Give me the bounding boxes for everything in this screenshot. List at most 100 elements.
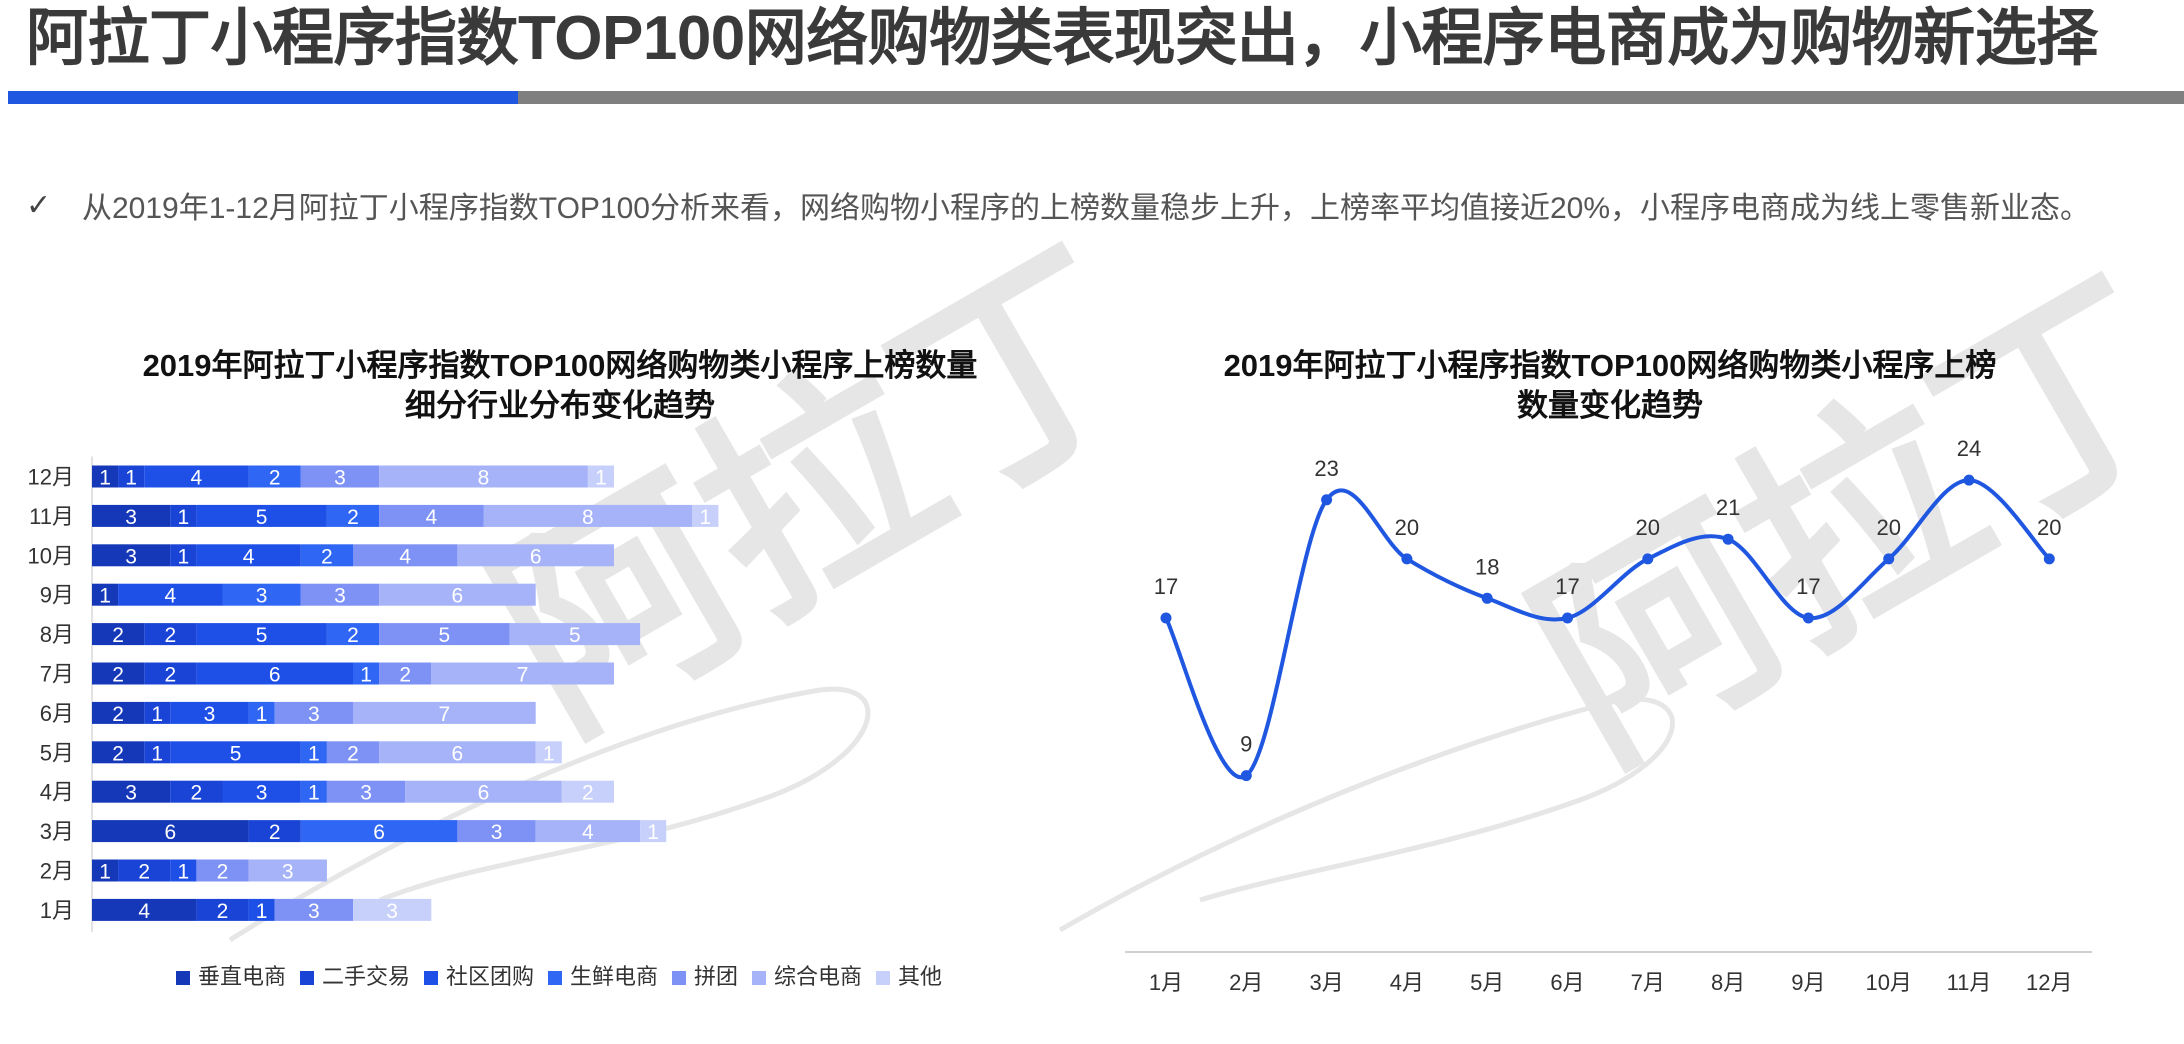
bar-segment: [196, 898, 249, 921]
line-chart-x-tick-label: 7月: [1631, 970, 1665, 995]
bar-data-label: 3: [256, 782, 268, 805]
legend-swatch: [752, 971, 766, 985]
bar-segment: [118, 859, 171, 882]
bar-data-label: 2: [347, 624, 359, 647]
bar-data-label: 3: [282, 861, 294, 884]
bar-data-label: 5: [256, 624, 268, 647]
bar-segment: [222, 583, 301, 606]
bar-data-label: 1: [151, 703, 163, 726]
bar-segment: [196, 504, 327, 527]
bar-segment: [300, 780, 327, 803]
bar-segment: [326, 504, 380, 527]
line-data-label: 23: [1314, 456, 1338, 481]
bar-data-label: 1: [595, 467, 607, 490]
line-data-label: 21: [1716, 495, 1740, 520]
bar-data-label: 4: [243, 545, 255, 568]
bar-segment: [92, 780, 171, 803]
bar-segment: [379, 583, 536, 606]
line-series-path: [1164, 478, 2051, 780]
bar-data-label: 3: [308, 900, 320, 923]
bar-segment: [92, 465, 119, 488]
bar-data-label: 1: [99, 861, 111, 884]
bar-data-label: 4: [399, 545, 411, 568]
bar-chart-category-label: 4月: [40, 780, 74, 805]
line-point: [1240, 770, 1252, 782]
watermark-swoosh-left: [228, 686, 871, 943]
line-chart-title: 2019年阿拉丁小程序指数TOP100网络购物类小程序上榜 数量变化趋势: [1110, 346, 2110, 426]
line-point: [1883, 553, 1895, 565]
bar-data-label: 1: [308, 742, 320, 765]
bar-data-label: 5: [569, 624, 581, 647]
bar-segment: [457, 820, 536, 843]
bar-data-label: 1: [647, 821, 659, 844]
bar-segment: [300, 820, 458, 843]
bar-segment: [379, 741, 536, 764]
bar-segment: [170, 701, 249, 724]
bar-data-label: 3: [334, 585, 346, 608]
bar-segment: [274, 898, 353, 921]
bar-segment: [300, 741, 327, 764]
bar-segment: [92, 623, 145, 646]
bar-segment: [379, 623, 510, 646]
bar-segment: [170, 780, 223, 803]
line-data-label: 17: [1555, 574, 1579, 599]
summary-text: 从2019年1-12月阿拉丁小程序指数TOP100分析来看，网络购物小程序的上榜…: [82, 192, 2091, 225]
bar-data-label: 2: [217, 861, 229, 884]
bar-segment: [483, 504, 693, 527]
bar-segment: [92, 662, 145, 685]
bar-data-label: 2: [269, 821, 281, 844]
bar-segment: [222, 780, 301, 803]
line-point: [1562, 612, 1573, 624]
bar-segment: [144, 741, 171, 764]
bar-segment: [248, 701, 275, 724]
bar-chart-category-label: 3月: [40, 819, 74, 844]
line-chart-x-tick-label: 5月: [1470, 970, 1504, 995]
bar-segment: [248, 465, 301, 488]
bar-data-label: 2: [164, 664, 176, 687]
bar-data-label: 2: [112, 664, 124, 687]
bar-data-label: 6: [373, 821, 385, 844]
bar-segment: [457, 544, 614, 567]
bar-segment: [196, 623, 327, 646]
bar-data-label: 7: [439, 703, 451, 726]
bar-data-label: 1: [360, 664, 372, 687]
check-icon: ✓: [26, 188, 52, 222]
bar-segment: [535, 741, 562, 764]
bar-data-label: 3: [360, 782, 372, 805]
line-chart-x-tick-label: 3月: [1309, 970, 1343, 995]
bar-data-label: 3: [308, 703, 320, 726]
bar-data-label: 6: [530, 545, 542, 568]
bar-segment: [379, 465, 588, 488]
bar-segment: [300, 465, 380, 488]
bar-data-label: 1: [99, 467, 111, 490]
bar-data-label: 2: [138, 861, 150, 884]
bar-data-label: 8: [478, 467, 490, 490]
bar-chart-category-label: 8月: [40, 622, 74, 647]
bar-segment: [379, 662, 432, 685]
bar-data-label: 1: [178, 506, 190, 529]
bar-segment: [92, 701, 145, 724]
bar-segment: [170, 544, 197, 567]
line-data-label: 20: [2037, 515, 2061, 540]
bar-data-label: 2: [164, 624, 176, 647]
bar-data-label: 4: [582, 821, 594, 844]
line-point: [1963, 474, 1975, 486]
bar-segment: [379, 504, 484, 527]
bar-segment: [144, 701, 171, 724]
line-data-label: 20: [1395, 515, 1419, 540]
bar-segment: [300, 544, 353, 567]
bar-segment: [196, 662, 353, 685]
bar-segment: [144, 465, 249, 488]
bar-data-label: 6: [269, 664, 281, 687]
bar-data-label: 1: [543, 742, 555, 765]
bar-data-label: 3: [256, 585, 268, 608]
bar-chart-title-line2: 细分行业分布变化趋势: [405, 388, 715, 423]
bar-segment: [170, 504, 197, 527]
bar-segment: [431, 662, 614, 685]
bar-data-label: 1: [151, 742, 163, 765]
legend-label: 综合电商: [774, 964, 862, 989]
bar-segment: [118, 583, 223, 606]
bar-segment: [92, 859, 119, 882]
line-data-label: 17: [1154, 574, 1178, 599]
